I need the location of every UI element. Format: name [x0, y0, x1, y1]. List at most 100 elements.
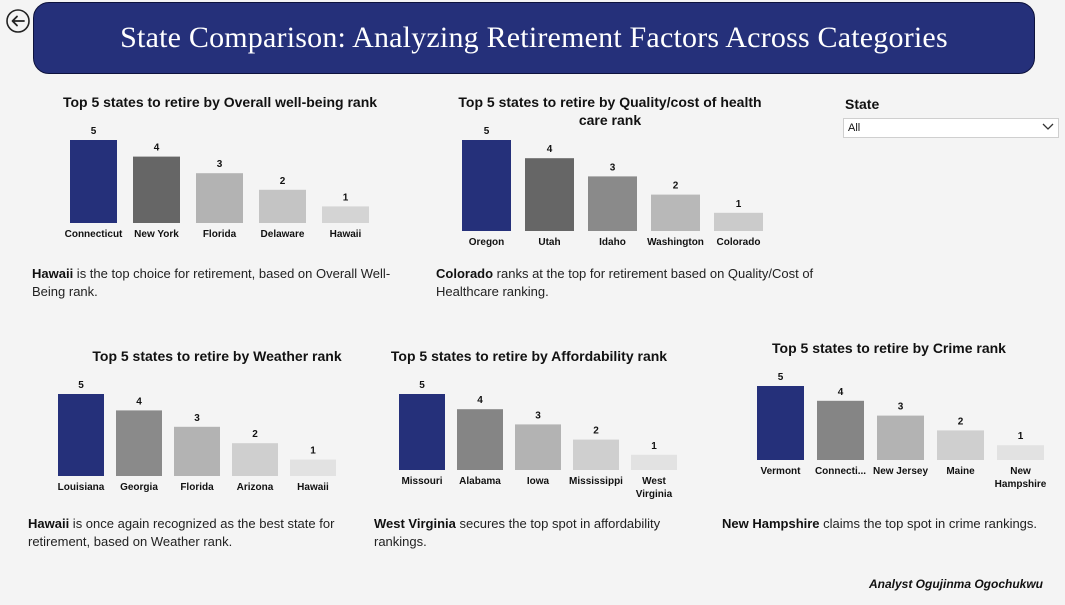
- bar-washington[interactable]: [651, 194, 700, 231]
- category-label: New York: [134, 229, 179, 240]
- category-label: Colorado: [717, 237, 761, 248]
- chevron-down-icon: [1042, 122, 1054, 134]
- category-label: Virginia: [636, 489, 673, 500]
- bar-arizona[interactable]: [232, 443, 278, 476]
- data-label: 5: [78, 380, 84, 391]
- data-label: 4: [477, 395, 483, 406]
- data-label: 1: [1018, 431, 1024, 442]
- category-label: New Jersey: [873, 466, 928, 477]
- chart-affordability: Top 5 states to retire by Affordability …: [369, 347, 689, 517]
- bar-alabama[interactable]: [457, 409, 503, 470]
- back-arrow-icon[interactable]: [5, 8, 31, 34]
- description-text: ranks at the top for retirement based on…: [436, 266, 814, 299]
- bar-florida[interactable]: [196, 173, 243, 223]
- bar-louisiana[interactable]: [58, 394, 104, 476]
- state-dropdown-value: All: [848, 122, 861, 134]
- bar-new-york[interactable]: [133, 156, 180, 223]
- bar-idaho[interactable]: [588, 176, 637, 231]
- description-highlight: Hawaii: [32, 266, 74, 281]
- data-label: 2: [593, 426, 599, 437]
- description-text: claims the top spot in crime rankings.: [819, 516, 1038, 531]
- data-label: 5: [419, 380, 425, 391]
- description-highlight: New Hampshire: [722, 516, 820, 531]
- category-label: Oregon: [469, 237, 505, 248]
- chart-title: Top 5 states to retire by Overall well-b…: [62, 94, 378, 110]
- description-highlight: Hawaii: [28, 516, 70, 531]
- bar-chart: 5 Connecticut 4 New York 3 Florida 2 Delaware 1 H…: [65, 126, 369, 240]
- data-label: 1: [343, 192, 349, 203]
- bar-west-virginia[interactable]: [631, 454, 677, 470]
- data-label: 3: [898, 402, 904, 413]
- data-label: 4: [838, 387, 844, 398]
- category-label: Maine: [946, 466, 975, 477]
- data-label: 5: [484, 126, 490, 137]
- bar-vermont[interactable]: [757, 386, 804, 460]
- category-label: Iowa: [527, 476, 550, 487]
- data-label: 2: [673, 181, 679, 192]
- chart-health-care: Top 5 states to retire by Quality/cost o…: [432, 93, 788, 258]
- bar-chart: 5 Missouri 4 Alabama 3 Iowa 2 Mississippi 1 West V…: [399, 380, 677, 500]
- bar-connecti-[interactable]: [817, 400, 864, 460]
- chart-title: Top 5 states to retire by Crime rank: [772, 340, 1006, 356]
- description-highlight: Colorado: [436, 266, 494, 281]
- bar-maine[interactable]: [937, 430, 984, 460]
- author-signature: Analyst Ogujinma Ogochukwu: [868, 577, 1043, 591]
- bar-hawaii[interactable]: [322, 206, 369, 223]
- bar-oregon[interactable]: [462, 140, 511, 231]
- bar-new-jersey[interactable]: [877, 415, 924, 460]
- data-label: 2: [252, 429, 258, 440]
- data-label: 3: [194, 413, 200, 424]
- description-highlight: West Virginia: [374, 516, 456, 531]
- category-label: Florida: [203, 229, 237, 240]
- chart-description: Hawaii is the top choice for retirement,…: [32, 265, 412, 301]
- category-label: Missouri: [401, 476, 442, 487]
- page-title-banner: State Comparison: Analyzing Retirement F…: [33, 2, 1035, 74]
- category-label: Mississippi: [569, 476, 623, 487]
- data-label: 1: [651, 441, 657, 452]
- data-label: 4: [547, 144, 553, 155]
- bar-florida[interactable]: [174, 426, 220, 476]
- chart-title: Top 5 states to retire by Weather rank: [92, 348, 342, 364]
- bar-iowa[interactable]: [515, 424, 561, 470]
- data-label: 4: [154, 143, 160, 154]
- page-title: State Comparison: Analyzing Retirement F…: [120, 21, 948, 54]
- bar-delaware[interactable]: [259, 189, 306, 223]
- bar-utah[interactable]: [525, 158, 574, 231]
- bar-colorado[interactable]: [714, 212, 763, 231]
- category-label: Georgia: [120, 482, 158, 493]
- chart-description: Hawaii is once again recognized as the b…: [28, 515, 358, 551]
- category-label: New: [1010, 466, 1031, 477]
- category-label: Vermont: [760, 466, 801, 477]
- description-text: secures the top spot in affordability ra…: [374, 516, 661, 549]
- category-label: Utah: [538, 237, 560, 248]
- bar-connecticut[interactable]: [70, 140, 117, 223]
- chart-description: New Hampshire claims the top spot in cri…: [722, 515, 1057, 533]
- chart-weather: Top 5 states to retire by Weather rank 5…: [29, 347, 405, 507]
- bar-mississippi[interactable]: [573, 439, 619, 470]
- category-label: Florida: [180, 482, 214, 493]
- category-label: Connecti...: [815, 466, 866, 477]
- category-label: West: [642, 476, 666, 487]
- data-label: 2: [280, 176, 286, 187]
- state-slicer: State All: [843, 96, 1059, 138]
- description-text: is once again recognized as the best sta…: [28, 516, 335, 549]
- bar-missouri[interactable]: [399, 394, 445, 470]
- category-label: Arizona: [237, 482, 274, 493]
- bar-chart: 5 Vermont 4 Connecti... 3 New Jersey 2 Maine 1 Ne…: [757, 372, 1047, 490]
- category-label: Delaware: [261, 229, 305, 240]
- state-dropdown[interactable]: All: [843, 118, 1059, 138]
- bar-chart: 5 Oregon 4 Utah 3 Idaho 2 Washington 1 Colorado: [462, 126, 763, 248]
- category-label: Alabama: [459, 476, 501, 487]
- chart-title: Top 5 states to retire by Quality/cost o…: [458, 94, 762, 128]
- category-label: Hampshire: [995, 479, 1047, 490]
- data-label: 5: [778, 372, 784, 383]
- chart-title: Top 5 states to retire by Affordability …: [390, 348, 668, 364]
- category-label: Idaho: [599, 237, 626, 248]
- description-text: is the top choice for retirement, based …: [32, 266, 391, 299]
- chart-description: West Virginia secures the top spot in af…: [374, 515, 704, 551]
- bar-georgia[interactable]: [116, 410, 162, 476]
- bar-hawaii[interactable]: [290, 459, 336, 476]
- data-label: 3: [217, 159, 223, 170]
- category-label: Connecticut: [65, 229, 123, 240]
- bar-new-hampshire[interactable]: [997, 445, 1044, 460]
